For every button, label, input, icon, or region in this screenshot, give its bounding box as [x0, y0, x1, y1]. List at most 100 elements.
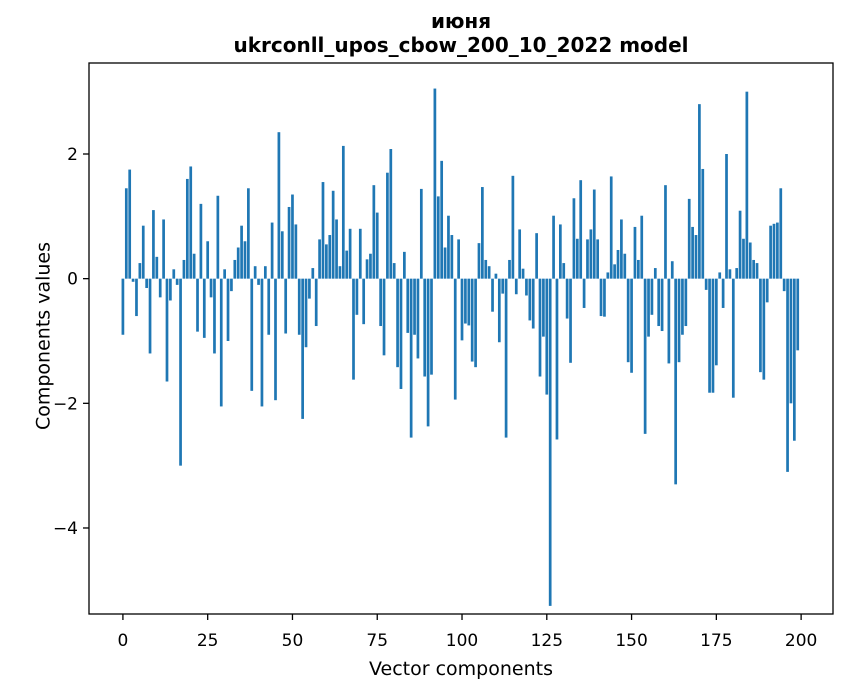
- y-tick-label: 2: [67, 145, 78, 165]
- bar: [752, 259, 755, 279]
- y-axis-ticks: 2 0 −2 −4: [53, 145, 89, 539]
- bar: [637, 259, 640, 279]
- bar: [447, 215, 450, 279]
- bar: [158, 278, 162, 298]
- bar: [250, 278, 254, 391]
- bar: [426, 278, 430, 427]
- bar: [667, 278, 671, 364]
- bar: [765, 278, 769, 303]
- bar: [501, 278, 505, 294]
- bar: [257, 278, 260, 285]
- x-tick-label: 0: [117, 631, 128, 651]
- bar: [375, 212, 379, 279]
- bar: [650, 278, 654, 315]
- bar: [477, 243, 481, 279]
- bar: [657, 278, 661, 327]
- bar: [443, 247, 447, 279]
- x-axis-ticks: 0 25 50 75 100 125 150 175 200: [117, 614, 817, 651]
- bar: [148, 278, 152, 354]
- bar: [616, 249, 620, 279]
- bar: [531, 278, 535, 329]
- bar: [450, 235, 454, 279]
- bar: [633, 226, 637, 279]
- bar: [155, 256, 159, 279]
- bar: [755, 263, 759, 279]
- bar: [464, 278, 467, 324]
- bar: [565, 278, 569, 319]
- bar: [213, 278, 216, 354]
- bar: [691, 226, 694, 279]
- bar: [711, 278, 715, 393]
- bar: [165, 278, 169, 382]
- bar: [562, 263, 566, 279]
- bar: [487, 266, 491, 279]
- bar: [660, 278, 664, 332]
- bar: [555, 278, 559, 440]
- bar: [677, 278, 681, 363]
- bar: [382, 278, 386, 356]
- bar: [352, 278, 355, 380]
- bar: [508, 259, 511, 279]
- bar: [745, 91, 749, 279]
- bar: [263, 266, 267, 279]
- bar: [240, 225, 243, 279]
- bar: [192, 253, 196, 279]
- bar: [423, 278, 427, 377]
- bar: [504, 278, 508, 438]
- bar: [131, 278, 135, 282]
- bar: [321, 182, 325, 279]
- bar: [535, 233, 538, 279]
- x-tick-label: 175: [700, 631, 732, 651]
- bar: [528, 278, 532, 321]
- chart-subtitle: ukrconll_upos_cbow_200_10_2022 model: [233, 33, 689, 57]
- x-axis-label: Vector components: [369, 658, 553, 680]
- bar: [698, 104, 701, 279]
- bar: [742, 238, 745, 279]
- bar: [511, 175, 515, 279]
- bar: [542, 278, 545, 337]
- bar: [301, 278, 304, 419]
- bar: [572, 198, 576, 279]
- bar: [297, 278, 301, 335]
- bar: [145, 278, 148, 289]
- bar: [708, 278, 711, 393]
- bar: [185, 178, 189, 279]
- bar: [796, 278, 800, 351]
- bar: [223, 269, 226, 279]
- bar: [162, 219, 165, 279]
- bar: [623, 253, 627, 279]
- bar: [413, 278, 416, 335]
- bar: [738, 210, 742, 279]
- bar: [335, 219, 338, 279]
- bar: [786, 278, 789, 472]
- bar: [169, 278, 172, 301]
- bar: [372, 185, 376, 279]
- bar: [389, 149, 393, 279]
- bar: [460, 278, 464, 341]
- bar: [748, 242, 752, 279]
- bar: [670, 261, 674, 279]
- bar: [640, 215, 644, 279]
- bar: [714, 278, 718, 366]
- bar: [521, 268, 525, 279]
- bar: [243, 241, 247, 279]
- bar: [647, 278, 650, 337]
- bar: [270, 222, 274, 279]
- bar: [762, 278, 766, 380]
- bar: [772, 223, 776, 279]
- bar: [365, 259, 369, 279]
- bar: [769, 225, 772, 279]
- bar: [776, 222, 779, 279]
- bar: [226, 278, 230, 341]
- bar: [341, 145, 345, 279]
- bar: [291, 194, 294, 279]
- bar: [175, 278, 179, 285]
- bar: [121, 278, 125, 335]
- bar: [694, 235, 698, 279]
- bar: [209, 278, 213, 298]
- bar: [358, 228, 362, 279]
- bar: [467, 278, 471, 326]
- bar: [216, 195, 220, 279]
